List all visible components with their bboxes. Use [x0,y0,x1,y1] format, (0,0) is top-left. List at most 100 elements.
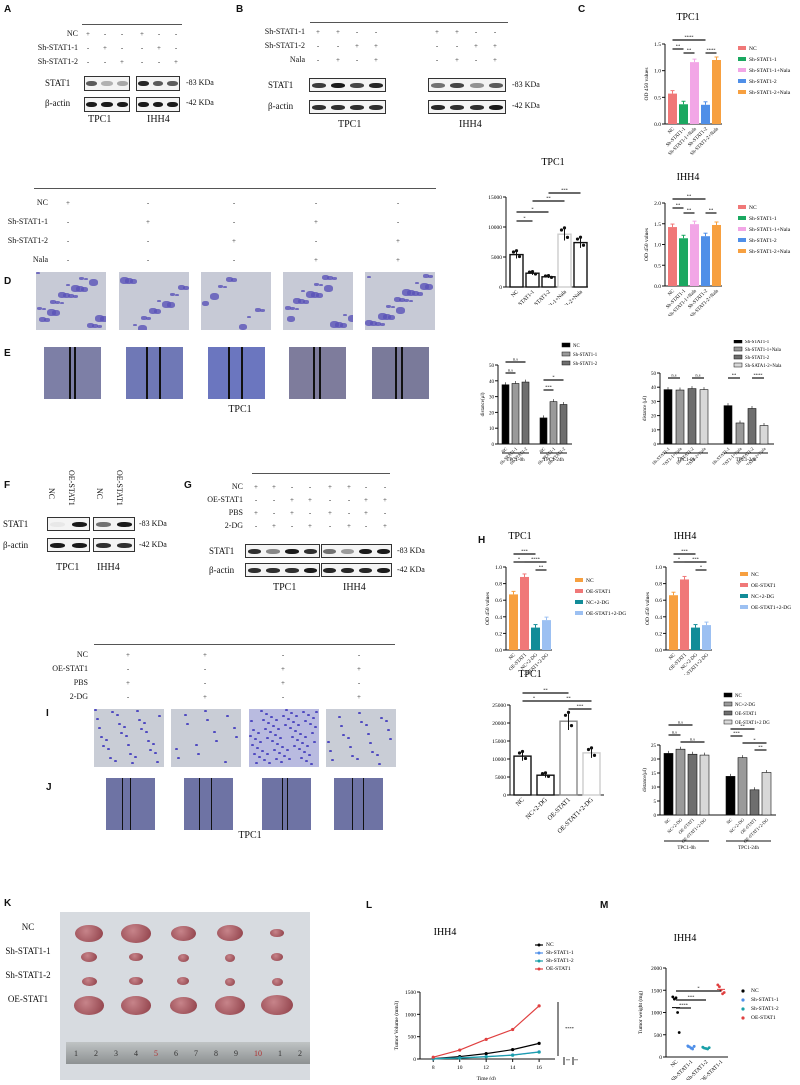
protein-band [303,567,318,573]
svg-text:Sh-STAT1-1+Nala: Sh-STAT1-1+Nala [749,227,791,233]
tumor-specimen [81,952,97,963]
svg-text:0.0: 0.0 [654,122,661,128]
svg-text:Sh-STAT1-2+Nala: Sh-STAT1-2+Nala [749,90,791,96]
stained-cell [425,284,433,290]
stained-cell [378,313,387,320]
stained-cell [267,722,270,724]
stained-cell [96,718,99,720]
tumor-specimen [271,977,283,986]
stained-cell [260,309,265,312]
svg-text:***: *** [692,557,700,562]
stained-cell [71,285,80,292]
blot-strip [321,563,392,577]
blot-strip [47,538,90,552]
tumor-specimen [225,954,235,962]
svg-text:0: 0 [499,285,502,291]
protein-band [323,548,337,554]
stained-cell [127,744,130,746]
chart-svg: IHH4 0 500 1000 1500 2000 Tumor weight (mg) NC S… [637,933,779,1084]
svg-text:**: ** [566,696,571,701]
condition-row-label: NC [76,650,88,659]
chart-c-tpc1-od450: TPC1 0.0 0.5 1.0 1.5 OD 450 values NC Sh-STAT1-… [630,6,800,157]
blot-strip [321,544,392,558]
condition-sign: - [174,30,178,38]
panel-label-e: E [4,348,11,359]
stained-cell [235,736,238,738]
svg-text:NC+2-DG: NC+2-DG [735,703,756,708]
svg-text:OE-STAT1: OE-STAT1 [751,1015,776,1021]
chart-svg: 0 5 10 15 20 25 distance(μl) NC NC+2-DG OE-STAT1 O… [643,692,776,851]
stained-cell [206,719,209,721]
stained-cell [293,298,301,304]
blot-protein-label: β-actin [209,565,235,575]
ruler-tick: 3 [114,1048,118,1058]
svg-text:2.0: 2.0 [654,201,661,207]
transwell-stain-image [326,709,396,767]
svg-text:***: *** [521,549,529,554]
stained-cell [76,286,84,292]
stained-cell [287,316,295,322]
svg-text:OE-STAT1: OE-STAT1 [751,583,776,589]
tumor-specimen [225,978,235,986]
chart-e-tpc1-wound-nala: 0 10 20 30 40 50 distance (μl) Sh-STAT1-1 Sh-STA… [620,338,800,474]
stained-cell [262,719,265,721]
stained-cell [307,714,310,716]
condition-sign: - [355,28,359,36]
svg-text:*: * [552,375,555,380]
blot-protein-label: β-actin [268,101,294,111]
stained-cell [313,741,316,743]
protein-band [469,104,484,110]
stained-cell [213,731,216,733]
svg-text:Sh-STAT1-2: Sh-STAT1-2 [751,1006,779,1012]
condition-sign: - [474,28,478,36]
condition-sign: - [308,509,312,517]
svg-text:NC: NC [663,817,671,825]
stained-cell [351,755,354,757]
svg-text:12: 12 [483,1065,489,1071]
protein-band [376,567,390,573]
stained-cell [415,282,419,284]
stained-cell [311,732,314,734]
svg-text:20: 20 [651,415,657,420]
condition-sign: - [203,679,207,687]
svg-text:Sh-STAT1-2: Sh-STAT1-2 [573,362,598,367]
chart-svg: TPC1050001000015000NCSh-STAT1-1Sh-STAT1-… [488,157,588,323]
panel-label-f: F [4,480,11,491]
stained-cell [394,297,401,302]
ruler-tick: 2 [298,1048,302,1058]
svg-text:15000: 15000 [488,195,502,201]
stained-cell [383,314,391,320]
svg-text:0.0: 0.0 [495,648,502,654]
stained-cell [266,753,269,755]
ruler-tick: 6 [174,1048,178,1058]
stained-cell [259,741,262,743]
condition-sign: - [232,218,236,226]
svg-text:n.s: n.s [671,373,676,378]
stained-cell [109,757,112,759]
svg-text:IHH4: IHH4 [674,933,697,944]
stained-cell [273,749,276,751]
condition-sign: + [174,58,178,66]
svg-text:20: 20 [651,758,657,763]
wound-edge-line [146,347,148,399]
wound-healing-image [106,778,155,830]
stained-cell [284,724,287,726]
condition-sign: - [203,665,207,673]
stained-cell [239,324,247,330]
stained-cell [301,742,304,744]
svg-text:TPC1: TPC1 [541,157,564,168]
svg-text:NC: NC [668,652,677,661]
protein-band [101,102,113,107]
tumor-specimen [215,996,245,1015]
blot-strip [93,517,135,531]
protein-band [376,548,390,554]
transwell-stain-image [119,272,189,330]
chart-c-ihh4-od450: IHH4 0.0 0.5 1.0 1.5 2.0 OD 450 values NC Sh-STA… [630,168,800,319]
stained-cell [215,740,218,742]
svg-text:Sh-STAT1-1: Sh-STAT1-1 [751,997,779,1003]
svg-text:0.0: 0.0 [654,284,661,290]
condition-sign: - [290,483,294,491]
panel-label-m: M [600,900,609,911]
stained-cell [202,301,209,306]
condition-sign: - [396,218,400,226]
